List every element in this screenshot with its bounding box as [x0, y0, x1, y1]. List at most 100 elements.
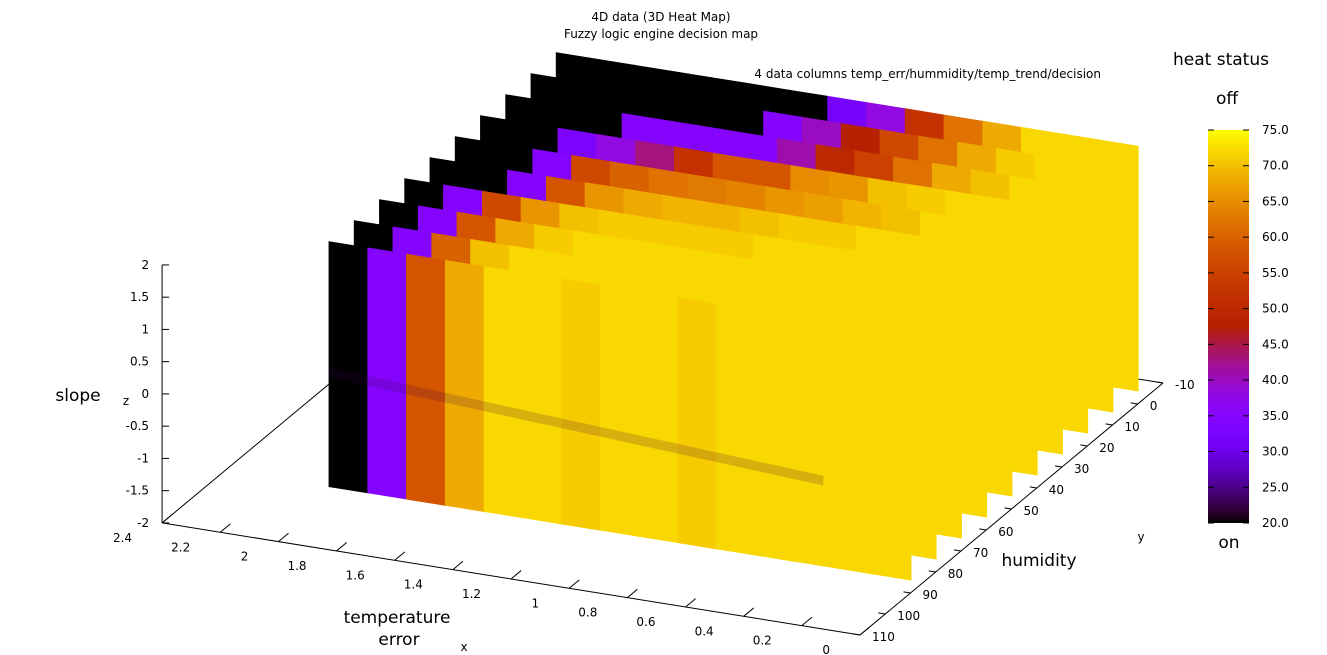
colorbar-tick-label: 45.0 — [1262, 337, 1289, 351]
chart-subtitle: Fuzzy logic engine decision map — [564, 27, 758, 41]
colorbar-tick-label: 30.0 — [1262, 445, 1289, 459]
colorbar-tick-label: 20.0 — [1262, 516, 1289, 530]
heat-cell — [483, 266, 524, 519]
y-tick-label: 110 — [872, 630, 895, 644]
y-tick-mark — [1155, 381, 1164, 384]
heat-cell — [406, 253, 447, 506]
colorbar-tick-label: 60.0 — [1262, 230, 1289, 244]
x-tick-mark — [859, 626, 871, 636]
x-tick-label: 0.2 — [753, 634, 772, 648]
colorbar-tick-label: 70.0 — [1262, 159, 1289, 173]
z-tick-label: 1.5 — [130, 290, 149, 304]
z-tick-label: -2 — [137, 516, 149, 530]
heat-cell — [793, 315, 834, 569]
x-tick-mark — [685, 598, 696, 608]
z-tick-label: 1 — [141, 322, 149, 336]
y-tick-label: 90 — [923, 588, 938, 602]
x-tick-label: 2.4 — [113, 531, 132, 545]
colorbar-tick-label: 35.0 — [1262, 409, 1289, 423]
y-axis-title: humidity — [1001, 551, 1076, 571]
y-tick-label: 20 — [1099, 441, 1114, 455]
y-tick-mark — [1130, 402, 1138, 405]
y-tick-mark — [1105, 423, 1113, 426]
z-tick-label: 0.5 — [130, 355, 149, 369]
x-axis-title-line1: temperature — [344, 608, 451, 628]
heat-cell — [599, 284, 641, 537]
x-tick-mark — [452, 560, 464, 571]
y-tick-label: -10 — [1175, 378, 1195, 392]
heat-cell — [561, 278, 602, 531]
x-tick-mark — [510, 570, 522, 580]
z-tick-label: -1 — [137, 451, 149, 465]
z-axis-title: slope — [55, 386, 100, 406]
y-tick-mark — [928, 570, 936, 573]
y-tick-label: 30 — [1074, 462, 1089, 476]
x-tick-label: 0.6 — [636, 615, 655, 629]
heat-cell — [755, 309, 796, 562]
x-tick-mark — [161, 514, 173, 524]
x-tick-label: 2.2 — [171, 540, 190, 554]
heat-cell — [716, 303, 757, 556]
x-tick-mark — [801, 616, 813, 627]
z-axis-letter: z — [123, 394, 129, 408]
y-tick-label: 0 — [1150, 399, 1158, 413]
colorbar-ticks: 75.0 70.0 65.0 60.0 55.0 50.0 45.0 40.0 35.0 30.0… — [1208, 123, 1289, 530]
x-tick-label: 1.6 — [346, 568, 365, 582]
y-tick-mark — [1080, 444, 1088, 447]
colorbar — [1208, 130, 1249, 523]
slices-layer — [328, 52, 1139, 581]
y-tick-mark — [852, 633, 861, 636]
x-tick-mark — [394, 551, 406, 561]
colorbar-top-label: off — [1216, 89, 1239, 109]
x-tick-mark — [219, 523, 231, 533]
y-tick-label: 100 — [897, 609, 920, 623]
colorbar-tick-label: 50.0 — [1262, 302, 1289, 316]
y-axis-letter: y — [1137, 530, 1144, 544]
x-tick-mark — [743, 607, 755, 617]
z-tick-label: -1.5 — [126, 484, 149, 498]
colorbar-title: heat status — [1173, 50, 1269, 70]
y-tick-mark — [878, 612, 886, 615]
y-tick-label: 60 — [998, 525, 1013, 539]
colorbar-tick-label: 75.0 — [1262, 123, 1289, 137]
x-tick-label: 1 — [532, 596, 540, 610]
x-axis-letter: x — [460, 640, 467, 654]
colorbar-tick-label: 55.0 — [1262, 266, 1289, 280]
slice-humidity-90 — [328, 241, 912, 581]
y-tick-label: 40 — [1049, 483, 1064, 497]
x-tick-label: 2 — [241, 550, 249, 564]
y-tick-label: 70 — [973, 546, 988, 560]
axes-layer: 2 1.5 1 0.5 0 -0.5 -1 -1.5 -2 2.4 2.2 2 1.8 1.6 1.4 1.2… — [113, 258, 1195, 655]
x-tick-label: 1.8 — [287, 559, 306, 573]
colorbar-tick-label: 65.0 — [1262, 194, 1289, 208]
colorbar-bottom-label: on — [1218, 533, 1239, 553]
x-tick-label: 0 — [822, 643, 830, 655]
x-tick-mark — [568, 579, 580, 589]
x-axis-title-line2: error — [378, 630, 419, 650]
x-tick-label: 1.2 — [462, 587, 481, 601]
z-tick-label: 0 — [141, 387, 149, 401]
heat-cell — [522, 272, 563, 525]
y-tick-mark — [903, 591, 911, 594]
x-tick-label: 0.8 — [578, 606, 597, 620]
y-tick-mark — [953, 549, 962, 552]
heat-cell — [444, 259, 485, 513]
heat-cell — [677, 297, 718, 550]
slope-band — [328, 367, 824, 486]
heat-cell — [638, 291, 679, 544]
colorbar-tick-label: 25.0 — [1262, 480, 1289, 494]
chart-annotation: 4 data columns temp_err/hummidity/temp_t… — [754, 67, 1101, 81]
heat-cell — [328, 241, 369, 494]
y-tick-label: 80 — [948, 567, 963, 581]
x-tick-mark — [278, 532, 289, 542]
heat-cell — [871, 328, 912, 581]
x-tick-label: 1.4 — [404, 578, 423, 592]
y-tick-mark — [1054, 465, 1063, 468]
y-tick-mark — [979, 528, 987, 531]
y-tick-label: 10 — [1125, 420, 1140, 434]
colorbar-tick-label: 40.0 — [1262, 373, 1289, 387]
z-tick-label: -0.5 — [126, 419, 149, 433]
x-tick-label: 0.4 — [695, 624, 714, 638]
heat-cell — [832, 322, 873, 575]
